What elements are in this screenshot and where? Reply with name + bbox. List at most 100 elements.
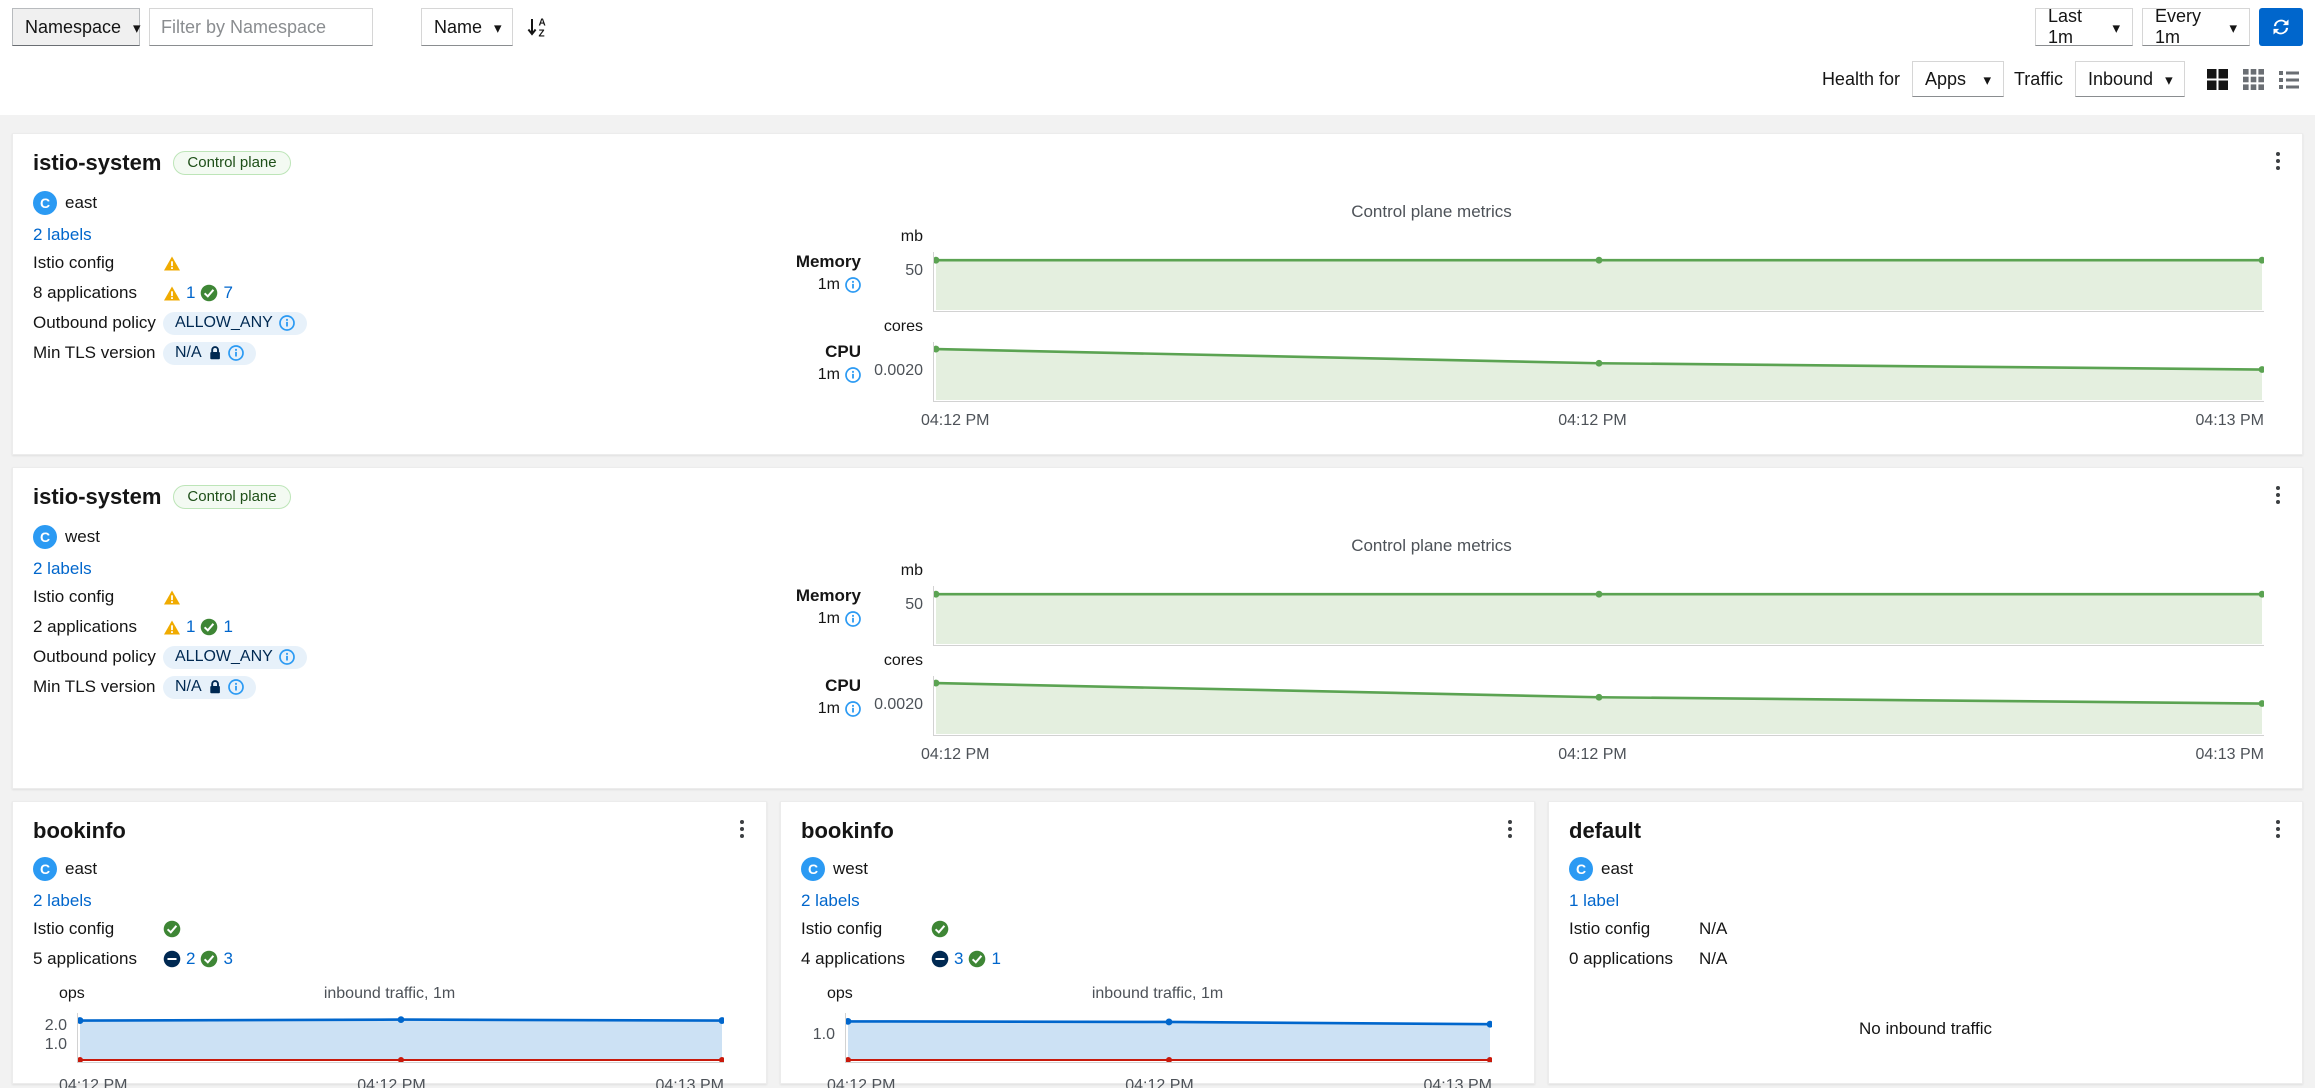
memory-unit-label: mb xyxy=(900,228,923,245)
memory-label: Memory xyxy=(795,252,861,271)
x-axis-label: 04:12 PM xyxy=(827,1077,896,1088)
refresh-button[interactable] xyxy=(2259,8,2303,46)
info-icon[interactable] xyxy=(227,344,244,361)
traffic-direction-select[interactable]: Inbound xyxy=(2075,61,2185,97)
cluster-name: west xyxy=(833,859,868,878)
warning-icon[interactable] xyxy=(163,255,181,272)
warning-icon xyxy=(164,286,180,300)
list-view-button[interactable] xyxy=(2275,65,2303,94)
namespace-info: C west 2 labels Istio config 2 applicati… xyxy=(33,522,581,764)
cpu-label: CPU xyxy=(825,342,861,361)
info-icon[interactable] xyxy=(845,611,861,627)
toolbar-row-filters: Namespace Name A Z Last 1m xyxy=(12,6,2303,47)
istio-config-label: Istio config xyxy=(33,919,115,938)
info-icon[interactable] xyxy=(845,277,861,293)
outbound-policy-label: Outbound policy xyxy=(33,313,156,332)
healthy-count-link[interactable]: 1 xyxy=(223,617,233,636)
cluster-icon: C xyxy=(1569,857,1593,881)
refresh-interval-value: Every 1m xyxy=(2155,6,2202,47)
traffic-unit-label: ops xyxy=(827,985,853,1002)
kebab-menu-button[interactable] xyxy=(2272,148,2284,174)
refresh-interval-select[interactable]: Every 1m xyxy=(2142,6,2250,47)
toolbar-row-display: Health for Apps Traffic Inbound xyxy=(12,61,2303,97)
namespace-card-default-east: default C east 1 label Istio config N/A … xyxy=(1548,801,2303,1084)
cpu-duration: 1m xyxy=(817,366,840,383)
refresh-icon xyxy=(2273,19,2289,35)
cluster-icon: C xyxy=(801,857,825,881)
control-plane-metrics: Control plane metrics Memory 1m mb 50 xyxy=(581,522,2282,764)
healthy-count-link[interactable]: 1 xyxy=(991,949,1001,968)
cluster-name: east xyxy=(65,859,98,878)
filter-type-select[interactable]: Namespace xyxy=(12,8,140,46)
namespace-filter-input[interactable] xyxy=(149,8,373,46)
lock-icon xyxy=(209,680,221,694)
labels-link[interactable]: 2 labels xyxy=(33,225,92,244)
kebab-menu-button[interactable] xyxy=(736,816,748,842)
kebab-menu-button[interactable] xyxy=(1504,816,1516,842)
applications-label: 4 applications xyxy=(801,949,905,968)
grid-compact-icon xyxy=(2243,68,2264,90)
istio-config-label: Istio config xyxy=(33,587,115,606)
metrics-title: Control plane metrics xyxy=(1351,536,1512,555)
cluster-icon: C xyxy=(33,191,57,215)
info-icon[interactable] xyxy=(845,367,861,383)
chevron-down-icon xyxy=(133,17,141,38)
idle-icon xyxy=(163,950,181,968)
warning-icon[interactable] xyxy=(163,589,181,606)
sort-field-select[interactable]: Name xyxy=(421,8,513,46)
traffic-label: Traffic xyxy=(2013,68,2063,89)
svg-text:A: A xyxy=(539,18,546,29)
cpu-unit-label: cores xyxy=(883,318,923,335)
inbound-traffic-sparkline xyxy=(77,1013,724,1063)
memory-unit-label: mb xyxy=(900,562,923,579)
control-plane-metrics: Control plane metrics Memory 1m mb 50 xyxy=(581,188,2282,430)
inbound-traffic-title: inbound traffic, 1m xyxy=(323,985,456,1002)
namespace-info: C east 2 labels Istio config 8 applicati… xyxy=(33,188,581,430)
kebab-menu-button[interactable] xyxy=(2272,816,2284,842)
health-for-select[interactable]: Apps xyxy=(1911,61,2004,97)
labels-link[interactable]: 2 labels xyxy=(801,891,860,910)
traffic-direction-value: Inbound xyxy=(2088,68,2154,89)
duration-select[interactable]: Last 1m xyxy=(2035,6,2133,47)
idle-count-link[interactable]: 2 xyxy=(186,949,196,968)
info-icon[interactable] xyxy=(278,648,295,665)
labels-link[interactable]: 1 label xyxy=(1569,891,1620,910)
inbound-traffic-sparkline xyxy=(845,1013,1492,1063)
healthy-icon xyxy=(200,284,219,302)
traffic-ytick: 1.0 xyxy=(44,1036,67,1053)
cpu-duration: 1m xyxy=(817,700,840,717)
chevron-down-icon xyxy=(2165,69,2173,90)
outbound-policy-pill: ALLOW_ANY xyxy=(163,645,307,669)
labels-link[interactable]: 2 labels xyxy=(33,559,92,578)
labels-link[interactable]: 2 labels xyxy=(33,891,92,910)
applications-label: 0 applications xyxy=(1569,949,1673,968)
healthy-icon[interactable] xyxy=(931,920,949,938)
idle-icon xyxy=(931,950,949,968)
warning-count-link[interactable]: 1 xyxy=(186,617,196,636)
namespace-title: istio-system xyxy=(33,150,162,175)
list-view-icon xyxy=(2279,70,2299,89)
lock-icon xyxy=(209,346,221,360)
warning-count-link[interactable]: 1 xyxy=(186,283,196,302)
min-tls-pill: N/A xyxy=(163,341,256,365)
compact-view-button[interactable] xyxy=(2239,65,2268,94)
healthy-count-link[interactable]: 7 xyxy=(223,283,233,302)
control-plane-badge: Control plane xyxy=(173,485,291,509)
expand-view-button[interactable] xyxy=(2203,65,2232,94)
namespace-cards-row: bookinfo C east 2 labels Istio config 5 … xyxy=(12,801,2303,1088)
traffic-ytick: 1.0 xyxy=(812,1026,835,1043)
info-icon[interactable] xyxy=(227,678,244,695)
namespace-card-bookinfo-east: bookinfo C east 2 labels Istio config 5 … xyxy=(12,801,767,1088)
warning-icon xyxy=(164,620,180,634)
traffic-ytick: 2.0 xyxy=(44,1017,67,1034)
cpu-ytick: 0.0020 xyxy=(874,362,923,379)
info-icon[interactable] xyxy=(845,701,861,717)
kebab-menu-button[interactable] xyxy=(2272,482,2284,508)
sort-direction-button[interactable]: A Z xyxy=(522,11,552,43)
memory-sparkline xyxy=(933,586,2264,646)
idle-count-link[interactable]: 3 xyxy=(954,949,964,968)
healthy-icon[interactable] xyxy=(163,920,181,938)
info-icon[interactable] xyxy=(278,314,295,331)
healthy-count-link[interactable]: 3 xyxy=(223,949,233,968)
namespace-card-istio-system-west: istio-system Control plane C west 2 labe… xyxy=(12,467,2303,789)
